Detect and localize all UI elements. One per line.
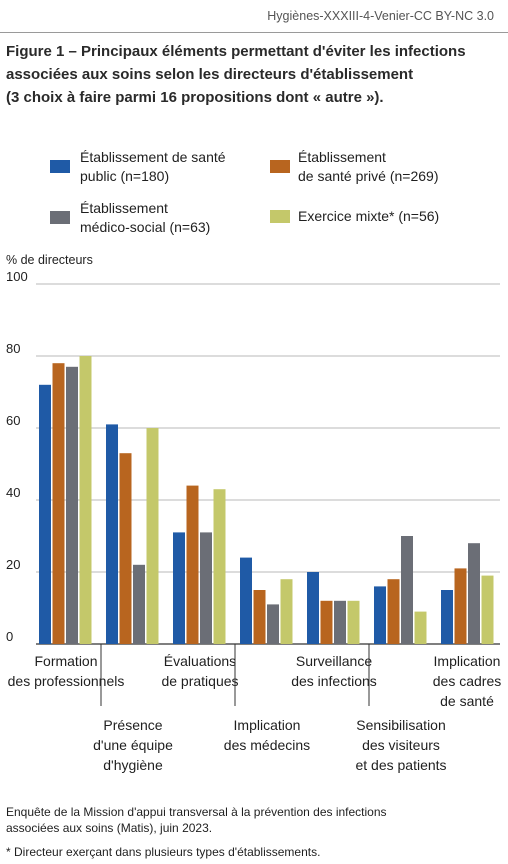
bar-2-2 [200,532,212,644]
bar-chart: % de directeurs 0 20 40 60 80 100 Formation de… [6,253,501,773]
bar-0-1 [52,363,65,644]
figure-title-line: (3 choix à faire parmi 16 propositions d… [6,89,384,106]
bar-4-1 [320,600,333,644]
x-category-label: des visiteurs [362,737,440,753]
legend-label-line: Exercice mixte* (n=56) [298,208,440,224]
chart-footnote: * Directeur exerçant dans plusieurs type… [6,845,321,859]
x-category-label: et des patients [355,757,446,773]
source-note-line: associées aux soins (Matis), juin 2023. [6,821,213,835]
legend-swatch-medico [50,211,70,224]
bar-3-2 [267,604,279,644]
bar-1-0 [106,424,118,644]
x-category-label: de pratiques [161,673,238,689]
legend-swatch-mixte [270,210,290,223]
page-header: Hygiènes-XXXIII-4-Venier-CC BY-NC 3.0 [0,0,508,36]
header-source-text: Hygiènes-XXXIII-4-Venier-CC BY-NC 3.0 [267,9,494,23]
legend-label-prive: Établissement de santé privé (n=269) [298,148,483,186]
bar-2-0 [173,532,185,644]
y-tick-label: 100 [6,269,28,284]
legend-label-mixte: Exercice mixte* (n=56) [298,207,483,226]
legend-label-line: Établissement [80,200,168,216]
figure-title-line: associées aux soins selon les directeurs… [6,66,414,83]
bar-0-0 [39,384,51,644]
bar-5-1 [387,579,400,644]
bar-6-0 [441,590,453,644]
x-labels-layer: Formation des professionnels Présence d'une… [8,644,501,773]
grid-layer: 0 20 40 60 80 100 [6,269,500,645]
bar-0-2 [66,366,78,644]
legend-swatch-public [50,160,70,173]
header-divider [0,32,508,33]
bar-5-3 [414,611,427,644]
x-category-label: Formation [34,653,97,669]
legend-label-line: Établissement de santé [80,149,226,165]
legend-label-public: Établissement de santé public (n=180) [80,148,265,186]
y-tick-label: 20 [6,557,20,572]
legend-label-line: médico-social (n=63) [80,219,211,235]
bar-3-0 [240,557,252,644]
bar-2-1 [186,485,199,644]
x-category-label: Présence [103,717,162,733]
legend-label-line: de santé privé (n=269) [298,168,439,184]
bars-layer [39,356,494,644]
legend-label-line: Établissement [298,149,386,165]
x-category-label: des médecins [224,737,310,753]
chart-source-note: Enquête de la Mission d'appui transversa… [6,804,502,836]
y-tick-label: 40 [6,485,20,500]
y-tick-label: 60 [6,413,20,428]
bar-5-0 [374,586,386,644]
x-category-label: des infections [291,673,377,689]
x-category-label: Évaluations [164,653,236,669]
x-category-label: de santé [440,693,494,709]
bar-1-1 [119,453,132,644]
bar-5-2 [401,536,413,644]
y-tick-label: 80 [6,341,20,356]
bar-1-3 [146,428,159,644]
x-category-label: Surveillance [296,653,372,669]
bar-4-0 [307,572,319,644]
legend-label-line: public (n=180) [80,168,170,184]
source-note-line: Enquête de la Mission d'appui transversa… [6,805,387,819]
y-tick-label: 0 [6,629,13,644]
x-category-label: Implication [234,717,301,733]
bar-1-2 [133,564,145,644]
bar-4-2 [334,600,346,644]
legend-swatch-prive [270,160,290,173]
bar-3-1 [253,590,266,644]
figure-title: Figure 1 – Principaux éléments permettan… [6,40,502,109]
bar-6-3 [481,575,494,644]
bar-6-1 [454,568,467,644]
x-category-label: Implication [434,653,501,669]
bar-6-2 [468,543,480,644]
bar-0-3 [79,356,92,644]
y-axis-title: % de directeurs [6,253,93,267]
x-category-label: d'hygiène [103,757,163,773]
x-category-label: Sensibilisation [356,717,446,733]
figure-title-line: Figure 1 – Principaux éléments permettan… [6,43,466,60]
x-category-label: des cadres [433,673,501,689]
x-category-label: des professionnels [8,673,125,689]
x-category-label: d'une équipe [93,737,173,753]
bar-2-3 [213,489,226,644]
bar-3-3 [280,579,293,644]
bar-4-3 [347,600,360,644]
legend-label-medico: Établissement médico-social (n=63) [80,199,265,237]
